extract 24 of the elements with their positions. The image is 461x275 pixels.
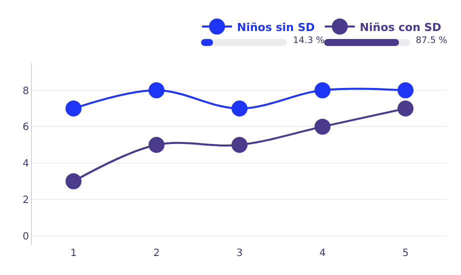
x-tick-label: 5 [402,248,409,259]
y-tick-label: 0 [22,231,29,242]
point [66,173,82,190]
point [66,100,82,116]
point [148,136,164,153]
x-tick-label: 2 [153,248,160,259]
text: 14.3 % [293,36,324,46]
legend-label: Niños con SD [360,20,442,34]
text: 87.5 % [416,36,448,46]
point [398,82,414,98]
point [232,100,248,116]
point [398,100,414,116]
x-tick-label: 4 [319,248,326,259]
legend-label: Niños sin SD [237,20,315,34]
y-tick-label: 8 [22,86,29,97]
point [314,118,330,135]
x-tick-label: 1 [70,248,77,259]
y-tick-label: 4 [22,158,29,170]
point [232,136,248,153]
y-tick-label: 2 [22,195,29,206]
point [148,82,164,98]
point [314,82,330,98]
x-tick-label: 3 [236,248,243,259]
y-tick-label: 6 [22,122,29,134]
